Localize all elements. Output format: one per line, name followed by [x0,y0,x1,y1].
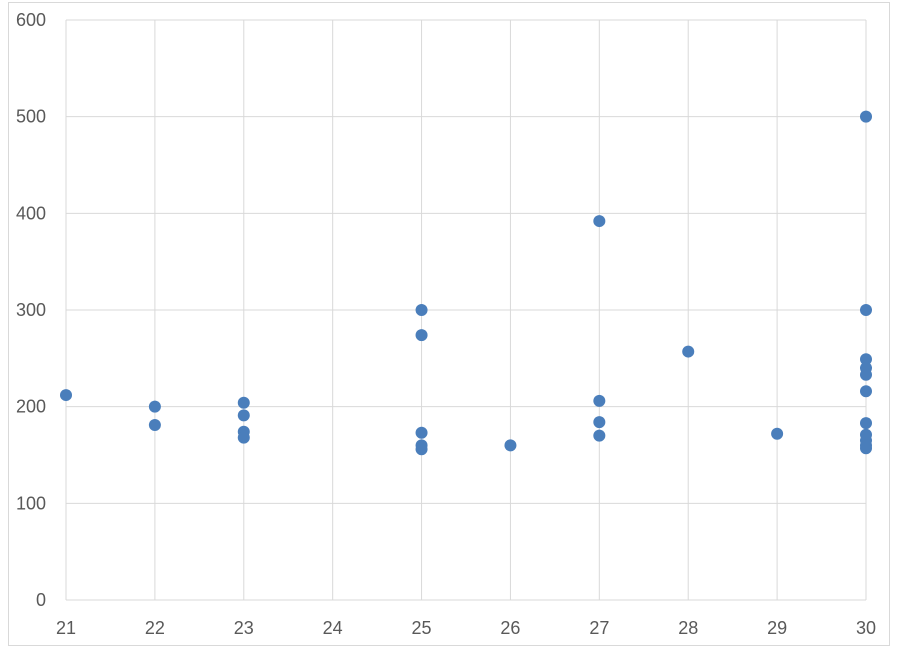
data-point [860,385,872,398]
data-point [593,215,606,228]
data-point [860,110,872,123]
grid-layer [65,19,867,601]
data-point [415,329,428,342]
x-tick-label: 27 [589,618,609,638]
y-tick-label: 600 [16,10,46,30]
data-point [860,417,872,430]
data-point [237,431,250,444]
y-tick-label: 0 [36,590,46,610]
x-tick-label: 29 [767,618,787,638]
x-tick-label: 28 [678,618,698,638]
y-tick-label: 200 [16,397,46,417]
data-point [860,353,872,366]
data-point [237,396,250,409]
data-points [60,110,872,456]
data-point [593,429,606,442]
data-point [593,394,606,407]
data-point [860,304,872,316]
x-tick-label: 23 [234,618,254,638]
data-point [415,443,428,456]
data-point [860,368,872,381]
y-tick-label: 100 [16,493,46,513]
x-tick-label: 25 [412,618,432,638]
x-tick-label: 21 [56,618,76,638]
x-tick-label: 26 [500,618,520,638]
data-point [593,416,606,429]
data-point [60,389,72,402]
data-point [148,400,161,413]
data-point [682,345,695,358]
x-tick-label: 30 [856,618,876,638]
x-tick-label: 24 [323,618,343,638]
data-point [415,304,428,316]
data-point [415,426,428,439]
data-point [771,427,784,440]
y-tick-label: 300 [16,300,46,320]
data-point [860,442,872,455]
y-tick-label: 500 [16,107,46,127]
data-point [237,409,250,422]
x-tick-label: 22 [145,618,165,638]
tick-labels: 0 100 200 300 400 500 600 21 22 23 24 25 26 27 28 29 30 [16,10,876,638]
data-point [148,419,161,432]
y-tick-label: 400 [16,203,46,223]
data-point [504,439,517,452]
